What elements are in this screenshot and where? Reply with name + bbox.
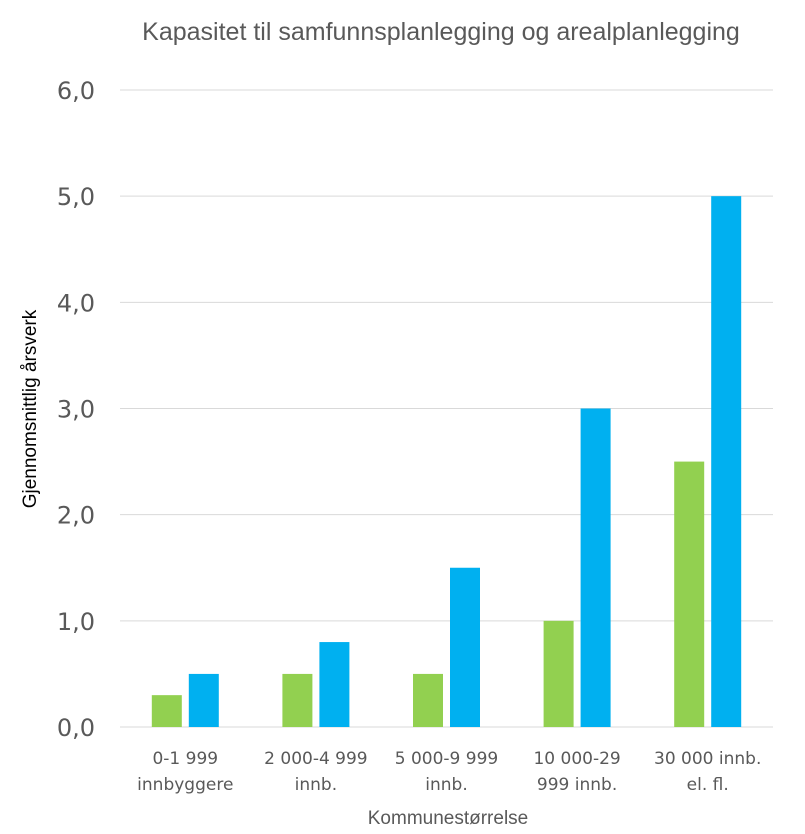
bar-series-2-cat-5 — [711, 196, 742, 727]
y-tick-label: 3,0 — [57, 396, 95, 424]
y-tick-label: 5,0 — [57, 183, 95, 211]
x-tick-label: 30 000 innb. el. fl. — [654, 749, 761, 795]
bar-series-1-cat-4 — [543, 620, 574, 727]
bar-series-1-cat-3 — [413, 673, 443, 727]
bar-series-2-cat-4 — [580, 408, 611, 727]
y-tick-label: 0,0 — [57, 714, 95, 742]
x-tick-label-line: 30 000 innb. — [654, 749, 761, 769]
y-tick-label: 2,0 — [57, 502, 95, 530]
y-tick-label: 6,0 — [57, 77, 95, 105]
y-tick-label: 4,0 — [57, 289, 95, 317]
x-tick-label: 10 000-29 999 innb. — [533, 749, 620, 795]
bar-series-2-cat-3 — [450, 567, 480, 727]
x-tick-label: 5 000-9 999 innb. — [395, 749, 498, 795]
x-tick-label: 0-1 999 innbyggere — [137, 749, 233, 795]
x-axis-title: Kommunestørrelse — [368, 808, 529, 829]
x-tick-label-line: 999 innb. — [537, 775, 617, 795]
bar-series-2-cat-2 — [319, 642, 350, 727]
x-tick-label-line: 5 000-9 999 — [395, 749, 498, 769]
x-tick-label-line: el. fl. — [687, 775, 729, 795]
chart-title: Kapasitet til samfunnsplanlegging og are… — [142, 18, 740, 46]
bar-series-2-cat-1 — [188, 673, 219, 727]
x-tick-label-line: innb. — [295, 775, 337, 795]
y-axis-title: Gjennomsnittlig årsverk — [20, 309, 41, 508]
x-tick-label-line: innb. — [425, 775, 467, 795]
y-tick-label: 1,0 — [57, 608, 95, 636]
x-tick-label-line: 2 000-4 999 — [264, 749, 367, 769]
x-tick-label-line: 10 000-29 — [533, 749, 620, 769]
bars — [151, 196, 742, 727]
bar-series-1-cat-2 — [282, 673, 313, 727]
x-tick-label-line: innbyggere — [137, 775, 233, 795]
bar-series-1-cat-1 — [151, 695, 182, 727]
x-tick-label: 2 000-4 999 innb. — [264, 749, 367, 795]
y-axis-ticks: 0,0 1,0 2,0 3,0 4,0 5,0 6,0 — [57, 77, 95, 742]
x-tick-label-line: 0-1 999 — [152, 749, 218, 769]
gridlines — [120, 89, 773, 728]
bar-series-1-cat-5 — [674, 461, 705, 727]
